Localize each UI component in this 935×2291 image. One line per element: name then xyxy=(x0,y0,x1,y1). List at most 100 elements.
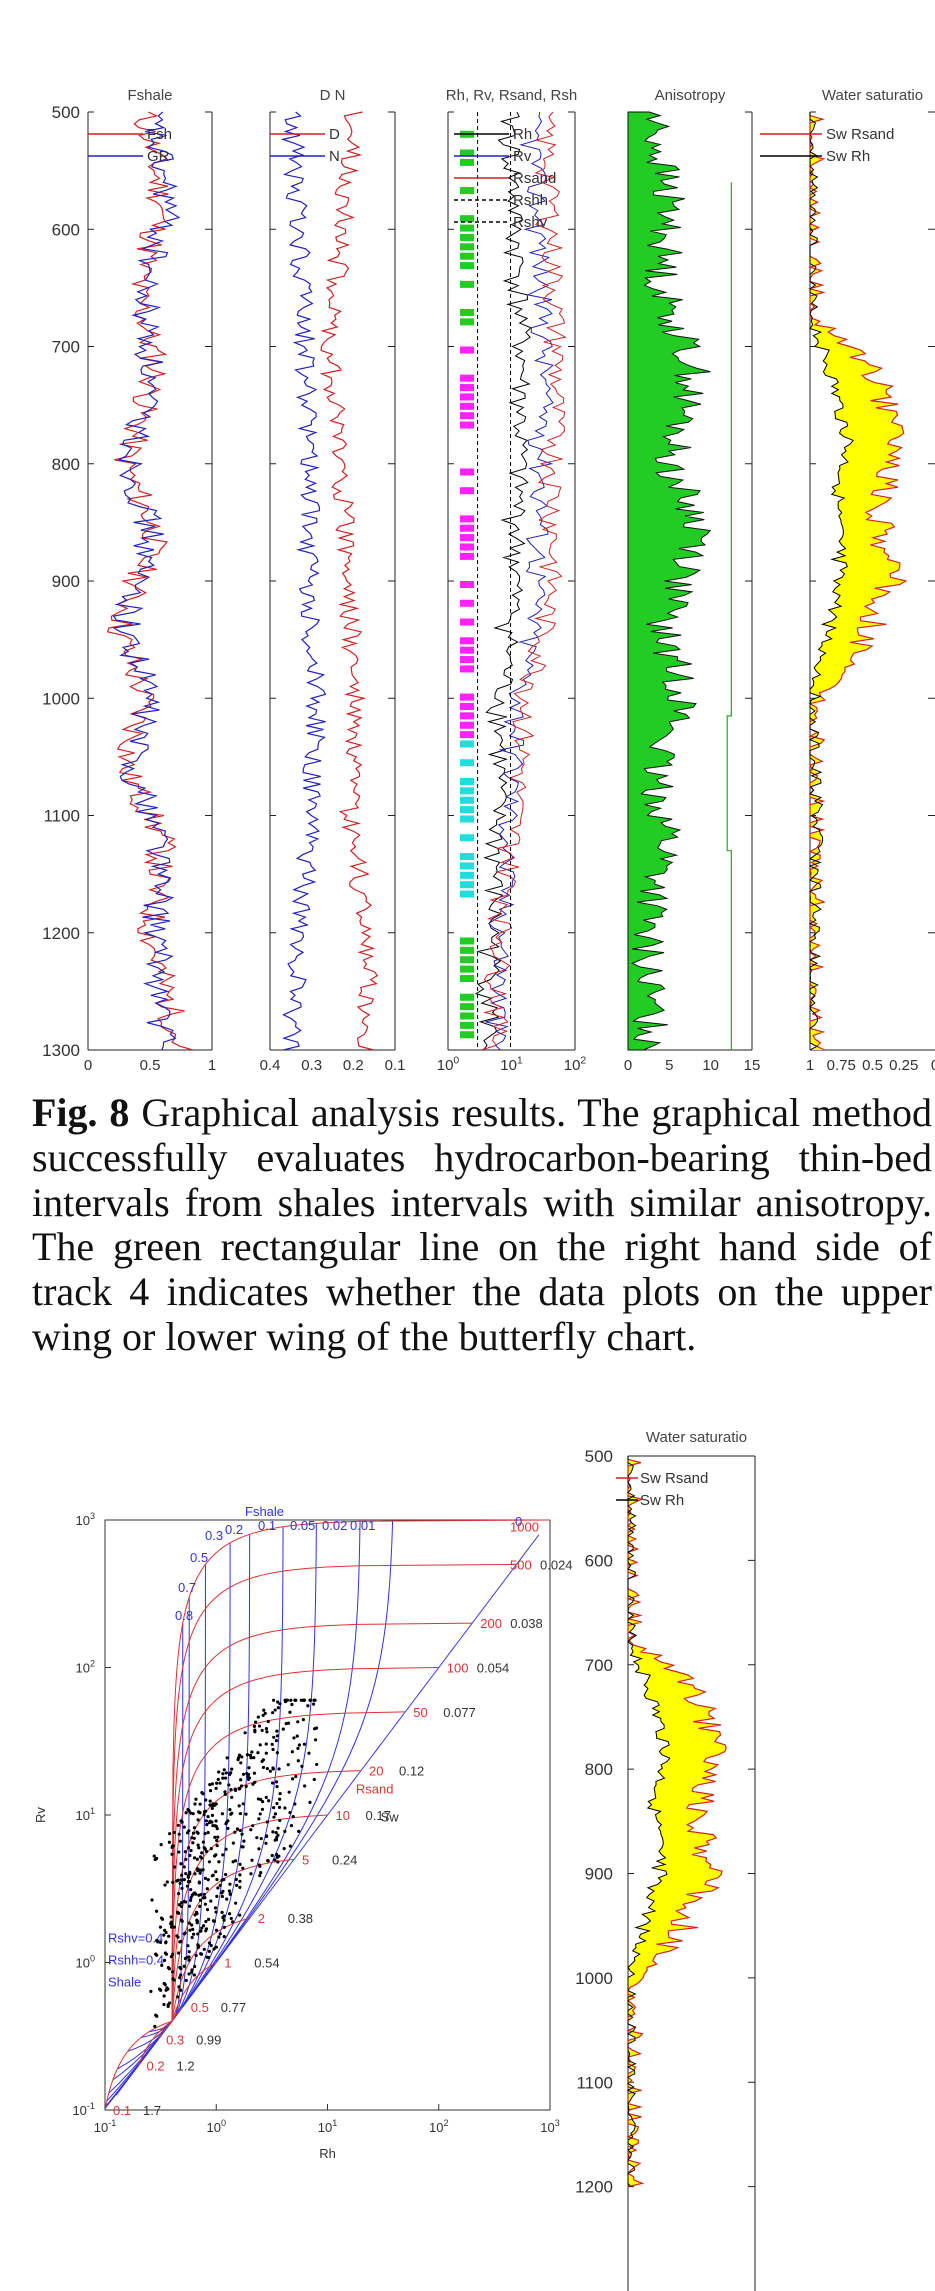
lithology-flag xyxy=(460,149,474,157)
data-point xyxy=(278,1791,282,1796)
data-point xyxy=(198,1871,202,1875)
data-point xyxy=(191,1841,195,1845)
data-point xyxy=(265,1834,269,1838)
data-point xyxy=(154,1952,158,1956)
data-point xyxy=(313,1698,317,1702)
data-point xyxy=(234,1788,238,1793)
fshale-value-label: 0.01 xyxy=(350,1518,375,1533)
data-point xyxy=(308,1698,312,1702)
data-point xyxy=(191,1927,195,1932)
butterfly-chart: 10-1 100 101 102 10310-1100101102103RhRv0.80… xyxy=(33,1504,573,2161)
data-point xyxy=(302,1742,307,1746)
data-point xyxy=(187,1904,192,1908)
fshale-value-label: 0.05 xyxy=(290,1518,315,1533)
data-point xyxy=(224,1872,228,1877)
data-point xyxy=(289,1823,294,1828)
rsand-curve xyxy=(171,1519,551,2022)
data-point xyxy=(221,1915,225,1920)
data-point xyxy=(196,1818,200,1822)
data-point xyxy=(275,1734,280,1738)
data-point xyxy=(223,1792,227,1797)
rsand-value-label: 1 xyxy=(224,1956,231,1971)
data-point xyxy=(162,2002,166,2007)
data-point xyxy=(176,1823,180,1827)
data-point xyxy=(261,1765,266,1770)
lithology-flag xyxy=(460,543,474,551)
data-point xyxy=(238,1913,242,1917)
data-point xyxy=(218,1883,222,1887)
data-point xyxy=(224,1847,228,1851)
data-point xyxy=(273,1838,277,1842)
rsand-value-label: 50 xyxy=(413,1705,427,1720)
depth-tick-label: 800 xyxy=(52,455,80,474)
data-point xyxy=(187,1972,191,1976)
data-point xyxy=(289,1698,293,1702)
data-point xyxy=(281,1727,285,1731)
lithology-flag xyxy=(460,656,474,664)
lithology-flag xyxy=(460,215,474,223)
data-point xyxy=(228,1882,232,1886)
data-point xyxy=(205,1887,209,1891)
lithology-flag xyxy=(460,187,474,195)
fshale-value-label: 0.8 xyxy=(175,1608,193,1623)
depth-tick-label: 900 xyxy=(585,1865,613,1884)
rsh-label: Shale xyxy=(108,1975,141,1990)
depth-tick-label: 1000 xyxy=(575,1969,613,1988)
lithology-flag xyxy=(460,515,474,523)
data-point xyxy=(189,1887,193,1892)
data-point xyxy=(158,1940,163,1944)
data-point xyxy=(206,1917,211,1921)
data-point xyxy=(272,1805,276,1810)
data-point xyxy=(264,1795,268,1799)
lithology-flag xyxy=(460,777,474,786)
data-point xyxy=(261,1758,266,1762)
data-point xyxy=(191,1831,196,1835)
sw-value-label: 1.7 xyxy=(143,2103,161,2118)
data-point xyxy=(231,1920,235,1924)
data-point xyxy=(290,1702,294,1707)
fshale-title: Fshale xyxy=(245,1504,284,1519)
data-point xyxy=(211,1873,215,1877)
data-point xyxy=(257,1847,261,1851)
data-point xyxy=(208,1799,212,1803)
legend-label: Rshv xyxy=(513,214,548,231)
data-point xyxy=(175,1934,179,1938)
data-point xyxy=(217,1770,221,1774)
data-point xyxy=(164,1941,168,1945)
data-point xyxy=(202,1892,206,1897)
series-rh xyxy=(474,111,532,1051)
track-title: Water saturatio xyxy=(822,87,923,104)
data-point xyxy=(195,1830,199,1834)
data-point xyxy=(178,1976,182,1980)
data-point xyxy=(167,1934,171,1938)
rsand-curve xyxy=(105,2020,173,2107)
lithology-flag xyxy=(460,956,474,964)
data-point xyxy=(238,1885,242,1889)
data-point xyxy=(192,1836,196,1840)
data-point xyxy=(296,1759,300,1763)
data-point xyxy=(275,1855,279,1859)
depth-tick-label: 1100 xyxy=(43,807,80,826)
fshale-value-label: 0.1 xyxy=(258,1518,276,1533)
data-point xyxy=(177,1985,181,1989)
track-title: Fshale xyxy=(127,87,172,104)
data-point xyxy=(202,1810,207,1814)
data-point xyxy=(271,1766,275,1770)
sw-value-label: 0.054 xyxy=(477,1661,510,1676)
data-point xyxy=(256,1715,260,1719)
data-point xyxy=(239,1778,243,1782)
data-point xyxy=(187,1958,191,1962)
data-point xyxy=(179,1939,183,1944)
data-point xyxy=(288,1844,292,1848)
data-point xyxy=(218,1781,222,1785)
hydrocarbon-fill xyxy=(628,1456,727,2187)
data-point xyxy=(243,1731,247,1735)
data-point xyxy=(230,1767,234,1771)
lithology-flag xyxy=(460,946,474,954)
data-point xyxy=(177,1850,181,1854)
data-point xyxy=(220,1891,224,1895)
data-point xyxy=(246,1772,251,1777)
data-point xyxy=(246,1777,251,1781)
rsand-value-label: 0.5 xyxy=(191,2000,209,2015)
rsand-value-label: 0.1 xyxy=(113,2103,131,2118)
